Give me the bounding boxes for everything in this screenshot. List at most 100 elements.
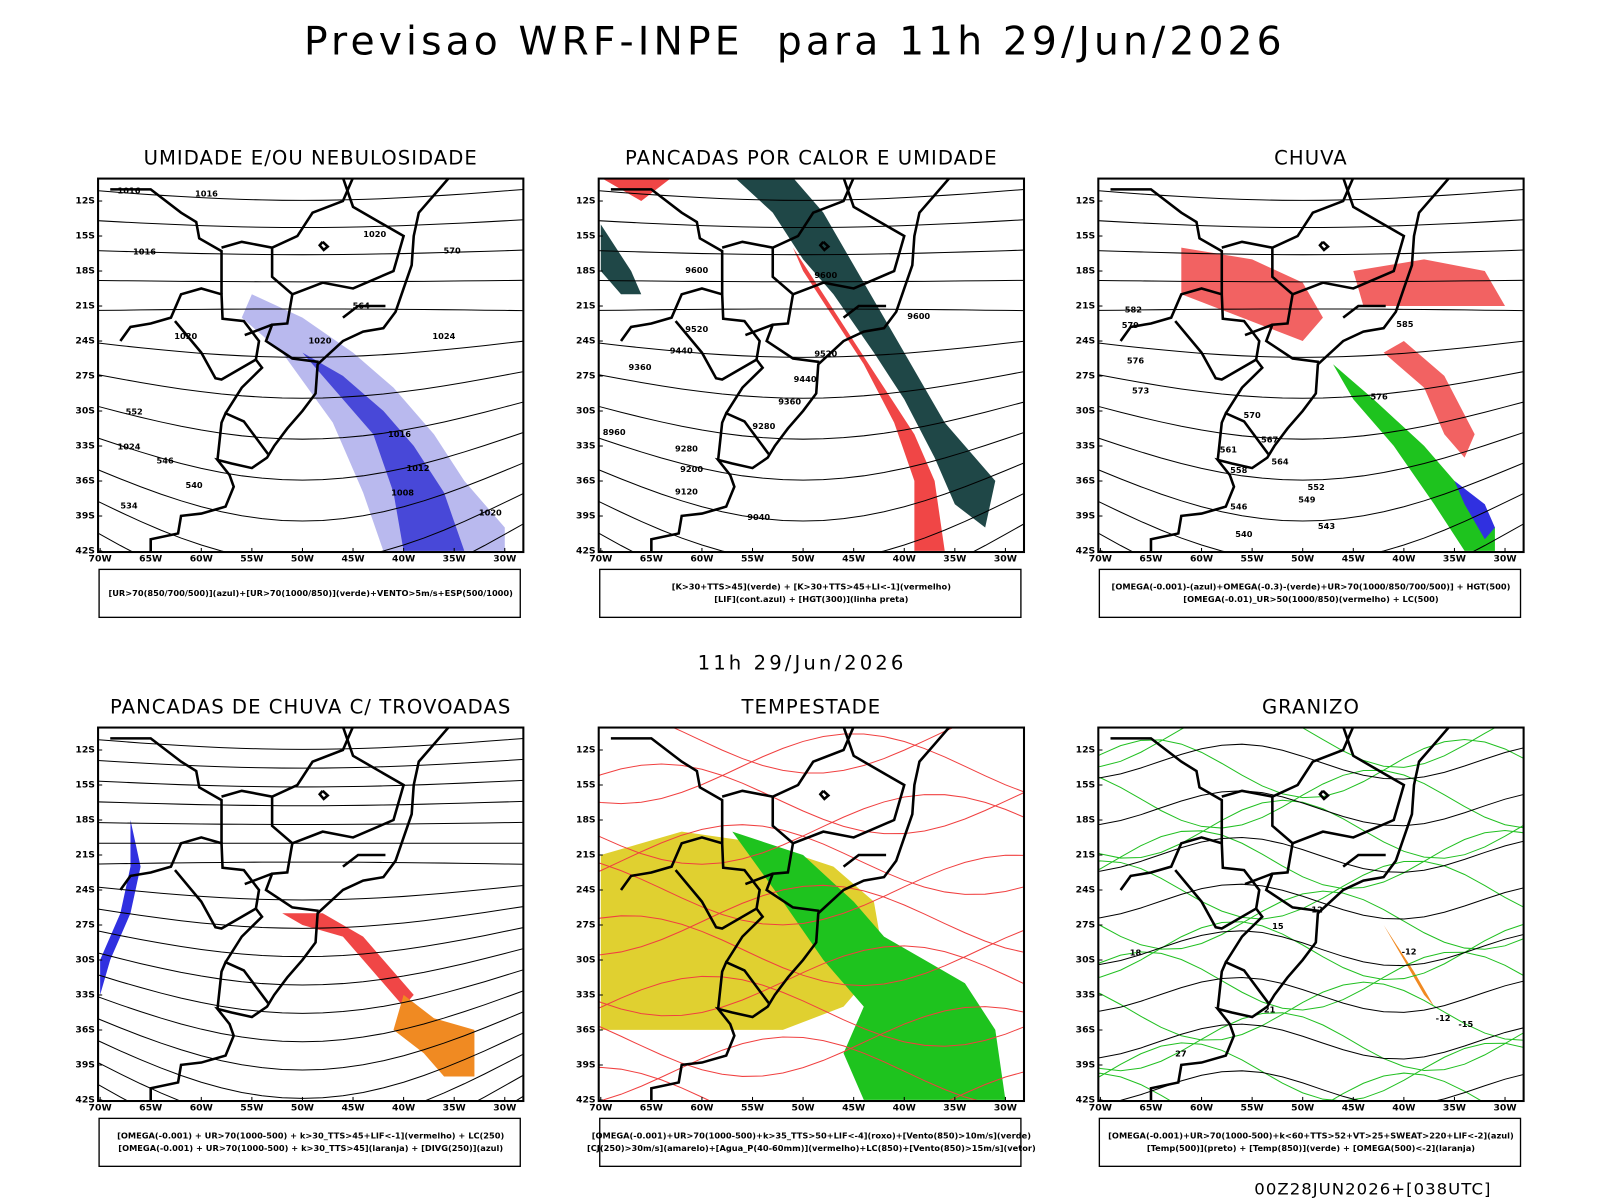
lon-label: 70W xyxy=(589,1103,612,1114)
legend-text: [OMEGA(-0.01)_UR>50(1000/850)(vermelho) … xyxy=(1183,594,1439,604)
field-line xyxy=(98,189,524,201)
lat-label: 21S xyxy=(75,301,95,312)
border xyxy=(1244,872,1273,886)
contour-label: 1016 xyxy=(388,429,411,439)
lon-label: 55W xyxy=(741,554,764,565)
lat-label: 15S xyxy=(1076,780,1096,791)
lon-label: 30W xyxy=(1493,1103,1516,1114)
field-line xyxy=(98,906,524,929)
map-frame xyxy=(97,726,525,1103)
lon-label: 50W xyxy=(1291,1103,1314,1114)
field-line xyxy=(98,927,524,958)
border xyxy=(221,178,355,249)
contour-label: 1012 xyxy=(407,463,430,473)
legend-box xyxy=(1098,568,1522,619)
legend-text: [CJ(250)>30m/s](amarelo)+[Agua_P(40-60mm… xyxy=(587,1143,1036,1153)
contour-label: 585 xyxy=(1396,319,1414,329)
border xyxy=(317,240,330,252)
lon-label: 30W xyxy=(994,1103,1017,1114)
lon-label: 70W xyxy=(89,554,112,565)
border xyxy=(291,727,406,845)
field-line xyxy=(98,861,524,865)
contour-label: 1016 xyxy=(133,247,156,257)
contour-label: 15 xyxy=(1272,921,1284,931)
legend-box xyxy=(98,568,521,619)
contour-label: 9600 xyxy=(685,265,708,275)
contour-label: 1020 xyxy=(479,508,502,518)
lat-label: 39S xyxy=(1076,511,1096,522)
field-line xyxy=(1098,829,1524,890)
lon-label: 55W xyxy=(240,1103,263,1114)
lon-label: 30W xyxy=(493,554,516,565)
border xyxy=(744,872,774,886)
field-line xyxy=(598,854,1024,926)
field-line xyxy=(598,763,1024,835)
lon-label: 40W xyxy=(392,1103,415,1114)
border xyxy=(244,323,273,337)
map-frame xyxy=(1097,726,1525,1103)
shaded-area xyxy=(282,913,414,1007)
temp-line xyxy=(1098,837,1524,873)
lat-label: 42S xyxy=(1076,546,1096,557)
contour-label: 573 xyxy=(1132,385,1150,395)
field-line xyxy=(98,340,524,358)
lat-label: 12S xyxy=(75,745,95,756)
border xyxy=(674,869,758,930)
border xyxy=(1292,727,1406,845)
field-line xyxy=(98,737,524,750)
contour-label: 567 xyxy=(1261,434,1279,444)
field-line xyxy=(1098,981,1524,1041)
border xyxy=(721,178,855,249)
shaded-area xyxy=(600,224,642,295)
shaded-area xyxy=(1353,890,1435,1007)
lon-label: 50W xyxy=(792,554,815,565)
contour-label: -12 xyxy=(1402,947,1417,957)
field-line xyxy=(98,800,524,807)
lat-label: 33S xyxy=(576,441,596,452)
contour-label: 9120 xyxy=(675,486,698,496)
field-line xyxy=(1098,1012,1524,1072)
field-line xyxy=(598,279,1024,283)
lat-label: 24S xyxy=(1076,336,1096,347)
contour-label: 1020 xyxy=(174,331,197,341)
border xyxy=(1110,737,1224,844)
lon-label: 40W xyxy=(893,1103,916,1114)
contour-label: 546 xyxy=(1230,502,1248,512)
legend-text: [Temp(500)](preto) + [Temp(850)](verde) … xyxy=(1147,1143,1475,1153)
legend-text: [OMEGA(-0.001)-(azul)+OMEGA(-0.3)-(verde… xyxy=(1112,582,1511,592)
lat-label: 12S xyxy=(576,745,596,756)
lat-label: 27S xyxy=(576,371,596,382)
lat-label: 39S xyxy=(75,511,95,522)
border xyxy=(1244,323,1273,337)
lat-label: 39S xyxy=(1076,1060,1096,1071)
field-line xyxy=(1098,1072,1483,1102)
lon-label: 60W xyxy=(690,1103,713,1114)
temp-line xyxy=(1098,883,1524,920)
field-line xyxy=(98,1053,524,1102)
border xyxy=(110,188,223,295)
lon-label: 60W xyxy=(190,1103,213,1114)
lon-label: 70W xyxy=(1089,554,1112,565)
lat-label: 21S xyxy=(576,301,596,312)
lat-label: 33S xyxy=(75,990,95,1001)
lon-label: 45W xyxy=(341,1103,364,1114)
contour-label: 1020 xyxy=(309,335,332,345)
lat-label: 33S xyxy=(1076,441,1096,452)
lat-label: 42S xyxy=(576,546,596,557)
field-line xyxy=(1098,279,1524,283)
lon-label: 50W xyxy=(291,1103,314,1114)
lat-label: 24S xyxy=(1076,885,1096,896)
field-line xyxy=(1098,890,1524,950)
shaded-area xyxy=(393,994,475,1077)
lon-label: 55W xyxy=(240,554,263,565)
lat-label: 15S xyxy=(1076,231,1096,242)
lon-label: 45W xyxy=(842,1103,865,1114)
field-line xyxy=(1098,340,1524,358)
lat-label: 12S xyxy=(1076,745,1096,756)
legend-text: [UR>70(850/700/500)](azul)+[UR>70(1000/8… xyxy=(108,588,513,598)
contour-label: 546 xyxy=(157,456,175,466)
lat-label: 27S xyxy=(576,920,596,931)
shaded-area xyxy=(1454,480,1495,540)
field-line xyxy=(98,431,524,481)
